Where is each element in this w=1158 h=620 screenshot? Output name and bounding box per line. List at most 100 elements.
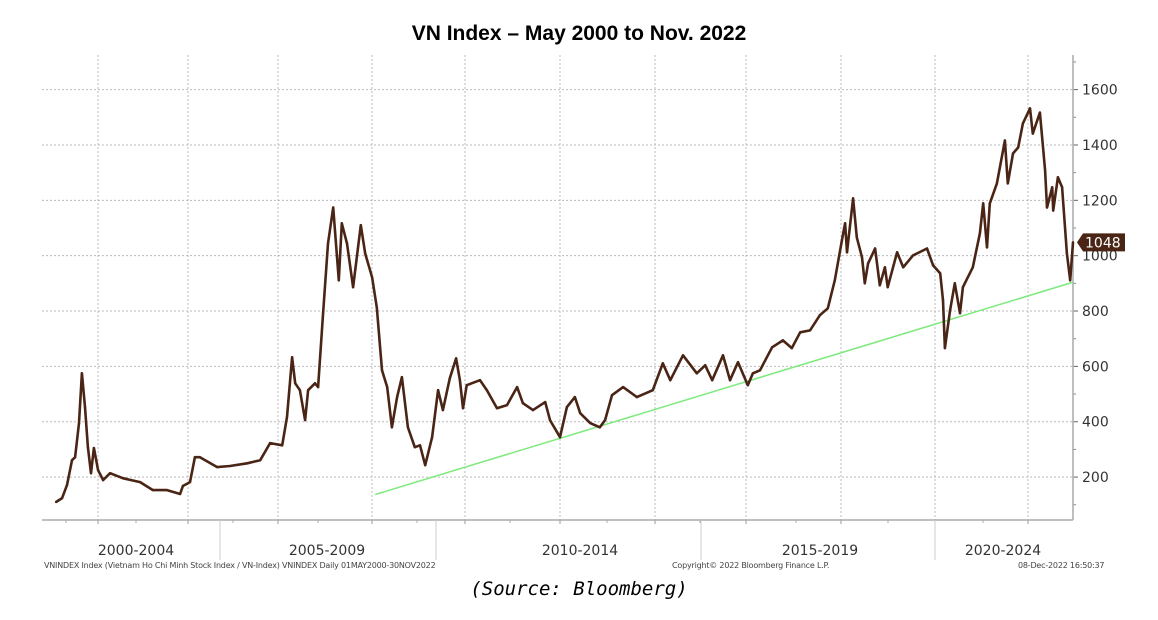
- data-point: [978, 232, 982, 235]
- data-point: [781, 339, 785, 342]
- data-point: [651, 388, 654, 392]
- data-point: [958, 312, 962, 315]
- data-point: [101, 478, 105, 482]
- data-point: [603, 418, 607, 422]
- data-point: [268, 441, 272, 445]
- footer-copyright: Copyright© 2022 Bloomberg Finance L.P.: [672, 561, 830, 570]
- data-point: [375, 306, 379, 309]
- data-point: [988, 202, 992, 205]
- data-point: [808, 329, 812, 332]
- y-tick-label: 800: [1082, 304, 1109, 320]
- data-point: [303, 418, 307, 422]
- data-point: [866, 262, 870, 265]
- data-point: [886, 286, 889, 289]
- x-period-label: 2010-2014: [542, 543, 618, 559]
- data-point: [901, 266, 905, 269]
- data-point: [461, 406, 465, 410]
- data-point: [181, 484, 185, 488]
- data-point: [89, 472, 93, 475]
- last-value-badge: [1077, 233, 1125, 252]
- data-point: [873, 247, 877, 250]
- data-point: [531, 408, 535, 412]
- data-point: [711, 379, 714, 382]
- data-point: [635, 395, 639, 399]
- data-point: [293, 382, 297, 385]
- data-point: [1003, 139, 1007, 142]
- data-point: [941, 299, 945, 302]
- data-point: [565, 405, 569, 409]
- data-point: [290, 356, 294, 359]
- data-point: [70, 459, 74, 462]
- chart-title: VN Index – May 2000 to Nov. 2022: [411, 22, 747, 45]
- data-point: [418, 444, 422, 447]
- data-point: [298, 388, 302, 392]
- data-point: [878, 284, 881, 287]
- data-point: [1038, 111, 1042, 114]
- y-tick-label: 1400: [1082, 138, 1118, 154]
- data-point: [313, 382, 317, 385]
- y-tick-label: 400: [1082, 415, 1109, 431]
- data-point: [351, 286, 355, 289]
- data-point: [73, 455, 77, 459]
- data-point: [258, 459, 262, 462]
- data-point: [1043, 169, 1047, 172]
- data-point: [92, 446, 96, 450]
- data-point: [454, 357, 458, 360]
- footer-timestamp: 08-Dec-2022 16:50:37: [1018, 561, 1105, 570]
- data-point: [1045, 206, 1049, 209]
- data-point: [826, 307, 830, 310]
- data-point: [521, 401, 525, 405]
- data-point: [1051, 186, 1054, 189]
- data-point: [818, 313, 822, 317]
- data-point: [441, 408, 445, 412]
- data-point: [681, 354, 685, 357]
- data-point: [228, 464, 232, 468]
- data-point: [953, 282, 957, 285]
- x-period-label: 2015-2019: [782, 543, 858, 559]
- data-point: [406, 426, 410, 429]
- data-point: [758, 369, 762, 372]
- data-point: [340, 222, 344, 225]
- data-point: [1028, 107, 1032, 110]
- y-tick-label: 1200: [1082, 193, 1118, 209]
- data-point: [448, 377, 451, 380]
- data-point: [1021, 122, 1025, 125]
- data-point: [943, 346, 947, 350]
- data-point: [911, 254, 915, 257]
- data-point: [465, 384, 468, 387]
- data-point: [728, 379, 732, 382]
- data-point: [843, 222, 847, 225]
- data-point: [80, 372, 84, 375]
- data-point: [515, 385, 519, 389]
- data-point: [931, 264, 935, 267]
- data-point: [400, 375, 404, 379]
- data-point: [345, 242, 349, 245]
- data-point: [413, 446, 417, 449]
- data-point: [215, 465, 219, 469]
- data-point: [1011, 152, 1015, 155]
- data-point: [982, 202, 985, 205]
- data-point: [430, 436, 434, 439]
- data-point: [695, 372, 698, 375]
- data-point: [845, 251, 849, 254]
- data-point: [395, 395, 399, 399]
- y-tick-label: 1000: [1082, 249, 1118, 265]
- data-point: [736, 361, 740, 364]
- data-point: [790, 346, 793, 350]
- data-point: [995, 182, 999, 185]
- data-point: [193, 455, 197, 459]
- data-point: [77, 421, 81, 425]
- data-point: [495, 406, 499, 410]
- data-point: [746, 384, 749, 387]
- data-point: [65, 483, 69, 487]
- data-point: [961, 286, 965, 289]
- data-point: [246, 462, 249, 465]
- data-point: [458, 379, 462, 382]
- data-point: [883, 266, 887, 269]
- x-period-label: 2020-2024: [965, 543, 1041, 559]
- data-point: [188, 480, 192, 484]
- data-point: [855, 236, 859, 239]
- data-point: [1051, 209, 1055, 212]
- data-point: [478, 379, 482, 382]
- data-point: [385, 385, 389, 389]
